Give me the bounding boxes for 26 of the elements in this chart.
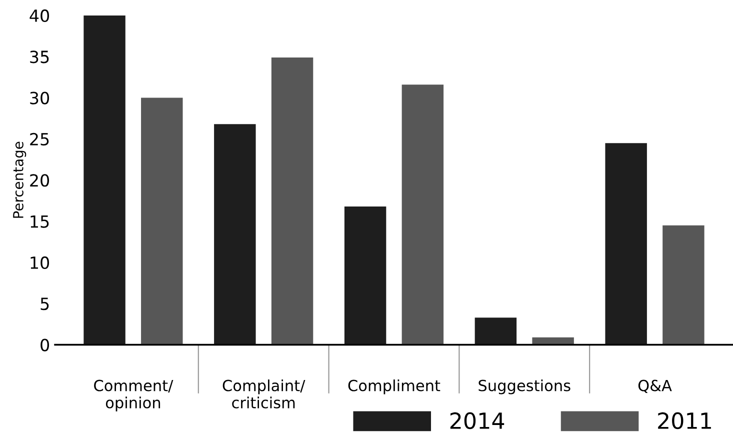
y-tick-label: 10 bbox=[30, 256, 50, 270]
y-tick-label: 30 bbox=[30, 92, 50, 104]
x-tick-label: Compliment bbox=[348, 379, 440, 394]
legend-label: 2014 bbox=[450, 412, 504, 430]
bar bbox=[662, 225, 704, 345]
x-tick-label: Complaint/ criticism bbox=[222, 379, 306, 408]
x-tick-label: Q&A bbox=[638, 380, 672, 394]
y-tick-label: 0 bbox=[40, 338, 50, 352]
bar bbox=[344, 206, 386, 345]
y-tick-label: 25 bbox=[30, 132, 49, 146]
bar bbox=[214, 124, 256, 345]
bar bbox=[474, 318, 517, 345]
bar bbox=[271, 57, 314, 345]
y-tick-label: 15 bbox=[30, 215, 49, 228]
legend-label: 2011 bbox=[658, 412, 711, 430]
y-tick-label: 5 bbox=[40, 298, 49, 310]
x-tick-label: Comment/ opinion bbox=[94, 380, 174, 412]
bar bbox=[402, 84, 444, 345]
bar bbox=[605, 143, 647, 345]
y-axis-title: Percentage bbox=[13, 142, 26, 218]
y-tick-label: 40 bbox=[30, 9, 50, 22]
y-tick-label: 20 bbox=[30, 174, 50, 187]
y-tick-label: 35 bbox=[30, 50, 49, 64]
bar bbox=[141, 98, 183, 345]
x-tick-label: Suggestions bbox=[478, 379, 570, 394]
bar bbox=[84, 15, 126, 345]
